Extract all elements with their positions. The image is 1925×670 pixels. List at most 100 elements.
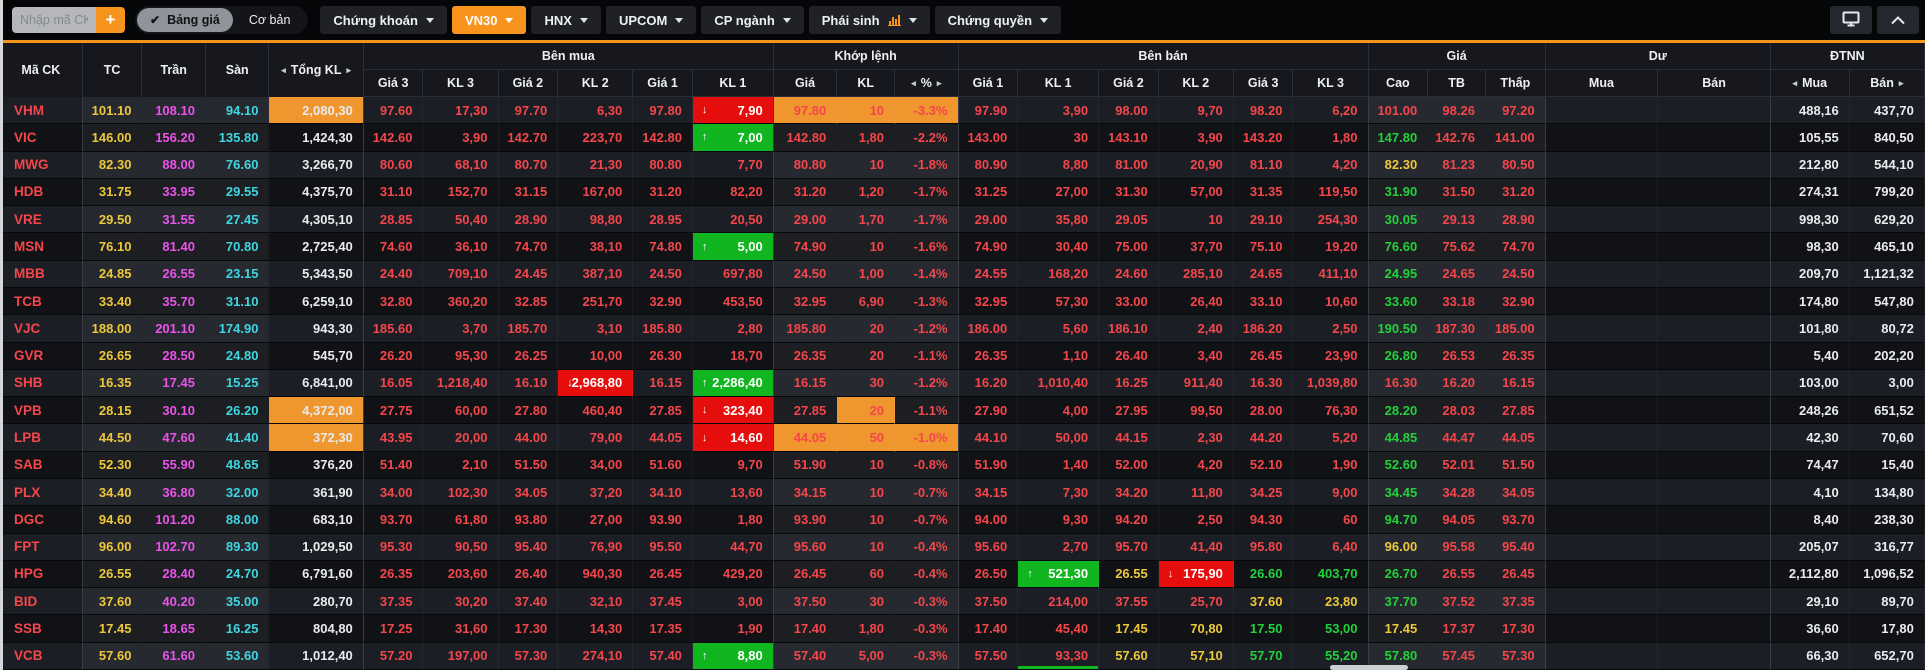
stock-code[interactable]: MSN: [0, 233, 83, 261]
table-row-vpb[interactable]: VPB 28.15 30.10 26.20 4,372,00 27.75 60,00 27.8…: [0, 397, 1925, 425]
subheader-20-mua[interactable]: ◂ Mua: [1770, 70, 1850, 97]
stock-code[interactable]: SAB: [0, 451, 83, 479]
subheader-12-kl-2[interactable]: KL 2: [1158, 70, 1234, 97]
subheader-0-giá-3[interactable]: Giá 3: [363, 70, 424, 97]
cell-sell-vol2: 26,40: [1158, 287, 1234, 316]
subheader-5-kl-1[interactable]: KL 1: [692, 70, 774, 97]
stock-code[interactable]: BID: [0, 588, 83, 616]
table-row-bid[interactable]: BID 37.60 40.20 35.00 280,70 37.35 30,20 37.40 3…: [0, 588, 1925, 616]
header-sàn[interactable]: Sàn: [206, 43, 270, 97]
subheader-6-giá[interactable]: Giá: [773, 70, 838, 97]
stock-code[interactable]: MWG: [0, 151, 83, 179]
cell-low: 16.15: [1485, 369, 1546, 398]
table-row-dgc[interactable]: DGC 94.60 101.20 88.00 683,10 93.70 61,80 93.80…: [0, 506, 1925, 534]
table-row-vhm[interactable]: VHM 101.10 108.10 94.10 2,080,30 97.60 17,30 97…: [0, 97, 1925, 125]
table-row-sab[interactable]: SAB 52.30 55.90 48.65 376,20 51.40 2,10 51.50 34…: [0, 451, 1925, 479]
header-tc[interactable]: TC: [83, 43, 143, 97]
cell-sell-price2: 27.95: [1099, 397, 1159, 425]
subheader-3-kl-2[interactable]: KL 2: [558, 70, 634, 97]
scroll-left-icon[interactable]: ◂: [911, 77, 916, 88]
cell-value: 5,00: [858, 648, 885, 664]
subheader-16-tb[interactable]: TB: [1428, 70, 1486, 97]
table-row-gvr[interactable]: GVR 26.65 28.50 24.80 545,70 26.20 95,30 26.25 1…: [0, 342, 1925, 370]
table-row-vic[interactable]: VIC 146.00 156.20 135.80 1,424,30 142.60 3,90 1…: [0, 124, 1925, 152]
header-mã-ck[interactable]: Mã CK: [0, 43, 83, 97]
table-row-vre[interactable]: VRE 29.50 31.55 27.45 4,305,10 28.85 50,40 28.9…: [0, 206, 1925, 234]
table-row-msn[interactable]: MSN 76.10 81.40 70.80 2,725,40 74.60 36,10 74.7…: [0, 233, 1925, 261]
cell-foreign-buy: 205,07: [1770, 533, 1850, 561]
table-row-vjc[interactable]: VJC 188.00 201.10 174.90 943,30 185.60 3,70 185…: [0, 315, 1925, 343]
subheader-1-kl-3[interactable]: KL 3: [423, 70, 499, 97]
stock-code[interactable]: DGC: [0, 506, 83, 534]
scroll-left-icon[interactable]: ◂: [1792, 77, 1798, 88]
scroll-right-icon[interactable]: ▸: [936, 77, 942, 88]
monitor-button[interactable]: [1830, 6, 1872, 34]
search-input[interactable]: [12, 7, 96, 33]
table-row-mwg[interactable]: MWG 82.30 88.00 76.60 3,266,70 80.60 68,10 80.7…: [0, 151, 1925, 179]
subheader-21-bán[interactable]: Bán ▸: [1849, 70, 1925, 97]
tab-vn30[interactable]: VN30: [451, 6, 527, 34]
table-row-hpg[interactable]: HPG 26.55 28.40 24.70 6,791,60 26.35 203,60 26.…: [0, 560, 1925, 589]
scroll-right-icon[interactable]: ▸: [346, 64, 351, 75]
stock-code[interactable]: LPB: [0, 424, 83, 452]
stock-code[interactable]: MBB: [0, 260, 83, 288]
table-row-mbb[interactable]: MBB 24.85 26.55 23.15 5,343,50 24.40 709,10 24.…: [0, 260, 1925, 288]
subheader-19-bán[interactable]: Bán: [1658, 70, 1771, 97]
stock-code[interactable]: TCB: [0, 287, 83, 316]
stock-code[interactable]: FPT: [0, 533, 83, 561]
table-row-lpb[interactable]: LPB 44.50 47.60 41.40 372,30 43.95 20,00 44.00 7…: [0, 424, 1925, 452]
tab-upcom[interactable]: UPCOM: [605, 6, 697, 34]
stock-code[interactable]: PLX: [0, 478, 83, 507]
table-row-hdb[interactable]: HDB 31.75 33.95 29.55 4,375,70 31.10 152,70 31.…: [0, 178, 1925, 207]
subheader-17-thấp[interactable]: Thấp: [1485, 70, 1546, 97]
header-trần[interactable]: Trần: [142, 43, 206, 97]
tab-hnx[interactable]: HNX: [531, 6, 601, 34]
subheader-9-giá-1[interactable]: Giá 1: [958, 70, 1019, 97]
stock-code[interactable]: VCB: [0, 642, 83, 670]
subheader-11-giá-2[interactable]: Giá 2: [1099, 70, 1159, 97]
subheader-13-giá-3[interactable]: Giá 3: [1233, 70, 1294, 97]
cell-value: 95.70: [1115, 539, 1148, 555]
stock-code[interactable]: VIC: [0, 124, 83, 152]
table-row-tcb[interactable]: TCB 33.40 35.70 31.10 6,259,10 32.80 360,20 32.…: [0, 287, 1925, 316]
cell-value: 26.20: [225, 402, 259, 418]
cell-value: 76,90: [589, 539, 623, 555]
table-row-shb[interactable]: SHB 16.35 17.45 15.25 6,841,00 16.05 1,218,40 1…: [0, 369, 1925, 398]
tab-chứng-khoán[interactable]: Chứng khoán: [320, 6, 447, 34]
stock-code[interactable]: HDB: [0, 178, 83, 207]
add-ticker-button[interactable]: +: [96, 7, 125, 33]
subheader-10-kl-1[interactable]: KL 1: [1018, 70, 1100, 97]
board-mode-basic[interactable]: Cơ bản: [248, 13, 291, 27]
table-row-fpt[interactable]: FPT 96.00 102.70 89.30 1,029,50 95.30 90,50 95.…: [0, 533, 1925, 561]
stock-code[interactable]: VJC: [0, 315, 83, 343]
subheader-15-cao[interactable]: Cao: [1368, 70, 1429, 97]
stock-code[interactable]: VPB: [0, 397, 83, 425]
subheader-8-%[interactable]: ◂% ▸: [895, 70, 959, 97]
cell-value: 134,80: [1874, 484, 1914, 500]
subheader-18-mua[interactable]: Mua: [1545, 70, 1659, 97]
cell-value: 31.20: [1502, 184, 1535, 200]
table-row-vcb[interactable]: VCB 57.60 61.60 53.60 1,012,40 57.20 197,00 57.…: [0, 642, 1925, 670]
tab-cp-ngành[interactable]: CP ngành: [701, 6, 804, 34]
stock-code[interactable]: VHM: [0, 97, 83, 125]
table-row-plx[interactable]: PLX 34.40 36.80 32.00 361,90 34.00 102,30 34.05…: [0, 478, 1925, 507]
tab-phái-sinh[interactable]: Phái sinh: [808, 6, 930, 34]
stock-code[interactable]: HPG: [0, 560, 83, 589]
scroll-right-icon[interactable]: ▸: [1898, 77, 1904, 88]
stock-code[interactable]: SHB: [0, 369, 83, 398]
tab-label: Chứng quyền: [947, 12, 1033, 28]
stock-code[interactable]: GVR: [0, 342, 83, 370]
scroll-left-icon[interactable]: ◂: [281, 64, 286, 75]
collapse-button[interactable]: [1877, 6, 1919, 34]
subheader-4-giá-1[interactable]: Giá 1: [633, 70, 693, 97]
stock-code[interactable]: SSB: [0, 615, 83, 643]
tab-chứng-quyền[interactable]: Chứng quyền: [934, 6, 1062, 34]
subheader-14-kl-3[interactable]: KL 3: [1293, 70, 1369, 97]
board-mode-price[interactable]: ✔ Bảng giá: [137, 8, 233, 32]
header-tổng-kl[interactable]: ◂ Tổng KL ▸: [269, 43, 364, 97]
subheader-7-kl[interactable]: KL: [837, 70, 896, 97]
horizontal-scrollbar-thumb[interactable]: [1330, 665, 1408, 670]
table-row-ssb[interactable]: SSB 17.45 18.65 16.25 804,80 17.25 31,60 17.30 1…: [0, 615, 1925, 643]
stock-code[interactable]: VRE: [0, 206, 83, 234]
subheader-2-giá-2[interactable]: Giá 2: [498, 70, 559, 97]
